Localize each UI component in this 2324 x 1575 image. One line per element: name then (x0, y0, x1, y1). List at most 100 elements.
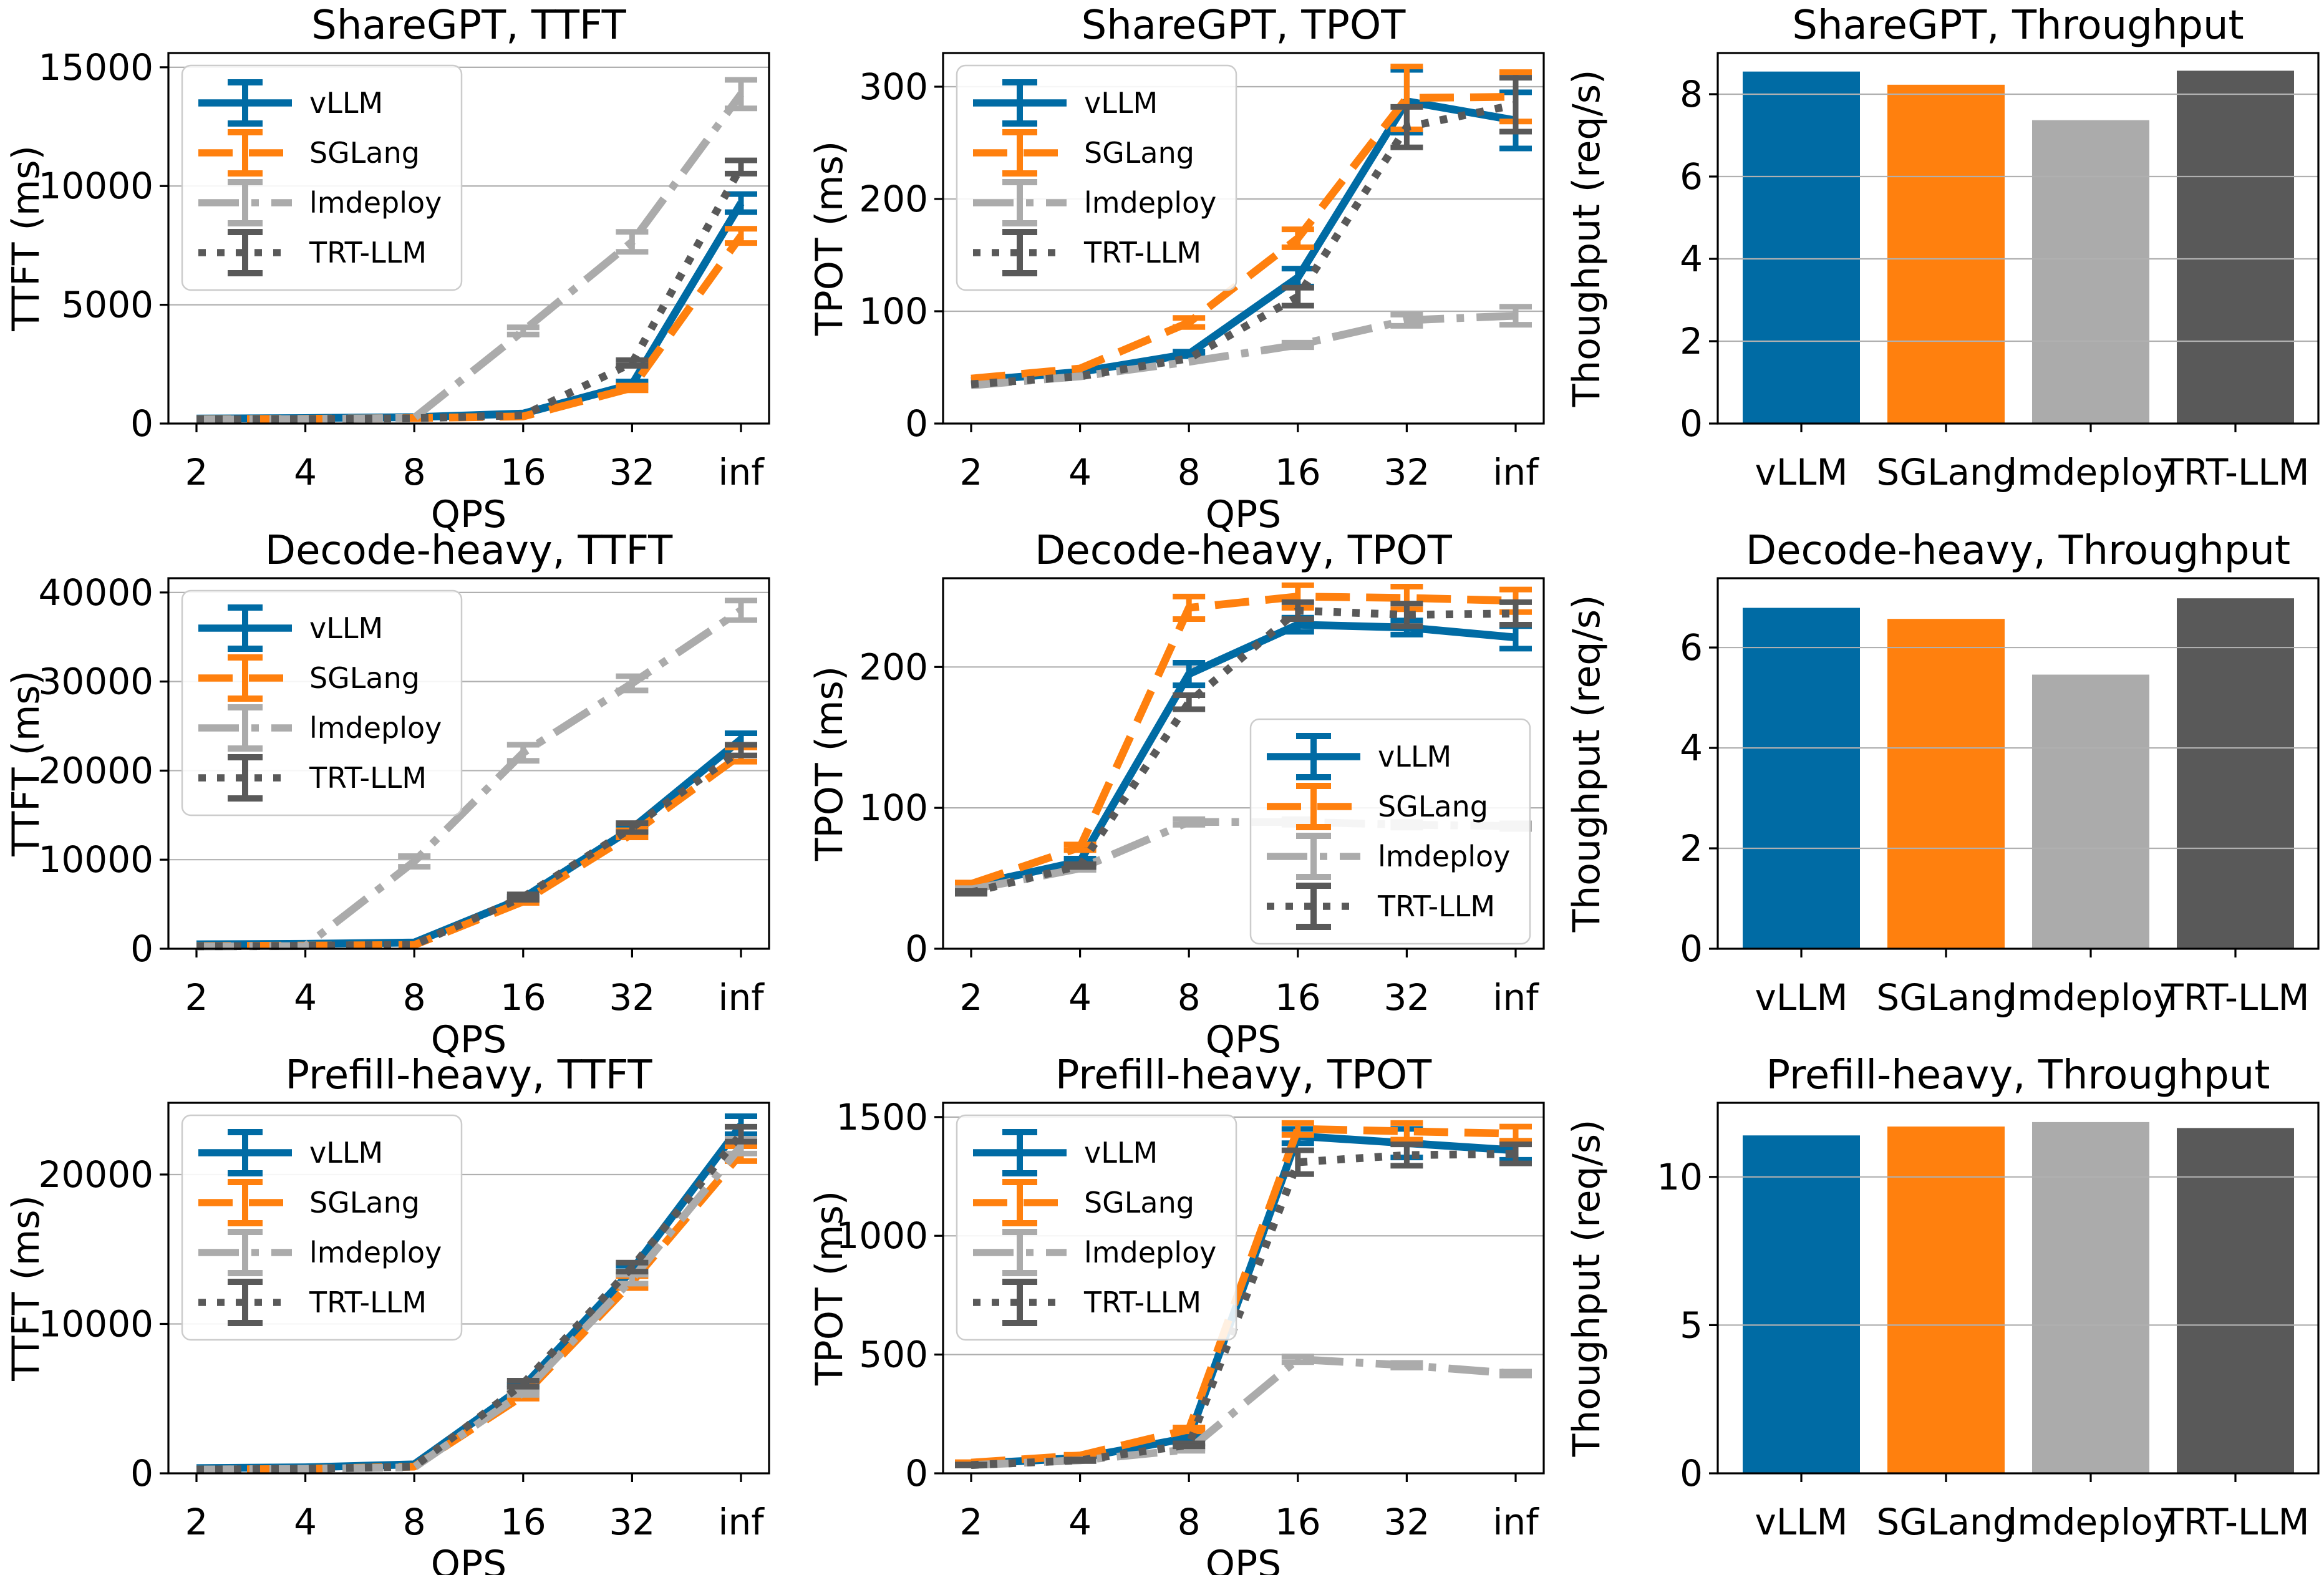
subplot-decode-heavy-throughput: Decode-heavy, Throughput Thoughput (req/s… (1549, 525, 2324, 1050)
series-lmdeploy (196, 1136, 757, 1474)
bar-lmdeploy (2031, 120, 2149, 424)
series-TRT-LLM (196, 742, 757, 950)
y-tick-label: 1000 (836, 1215, 928, 1258)
y-tick-label: 0 (1680, 402, 1703, 445)
x-tick-label: 16 (1275, 1501, 1321, 1543)
series-line-lmdeploy (971, 311, 1516, 390)
y-tick-label: 5 (1680, 1304, 1703, 1347)
subplot-sharegpt-throughput: ShareGPT, Throughput Thoughput (req/s) 0 2 4… (1549, 0, 2324, 525)
legend: vLLM SGLang lmdeploy TRT-LLM (956, 64, 1237, 291)
x-tick-label: 8 (1178, 976, 1201, 1019)
series-lmdeploy (196, 77, 757, 424)
legend-label: lmdeploy (1084, 186, 1216, 220)
plot-border (167, 577, 770, 950)
x-tick-label: 2 (960, 1501, 983, 1543)
x-tick-label: 16 (1275, 976, 1321, 1019)
x-tick-label: 8 (1178, 1501, 1201, 1543)
y-tick-label: 20000 (39, 1153, 153, 1196)
y-tick-label: 100 (859, 290, 928, 332)
legend-label: vLLM (1084, 86, 1158, 120)
series-line-vLLM (970, 620, 1516, 889)
x-axis-label: QPS (1206, 493, 1281, 536)
x-tick-label: 2 (185, 976, 208, 1019)
y-axis-label: TTFT (ms) (4, 145, 48, 332)
x-tick-label: 16 (500, 976, 546, 1019)
chart-prefill-heavy-throughput: Prefill-heavy, Throughput Thoughput (req/… (1565, 1052, 2320, 1543)
series-line-SGLang (971, 1125, 1516, 1467)
x-tick-label: vLLM (1755, 976, 1848, 1019)
legend-label: TRT-LLM (309, 236, 427, 269)
chart-title: Prefill-heavy, TTFT (285, 1052, 652, 1098)
x-tick-label: 8 (1178, 451, 1201, 493)
x-tick-label: 32 (1384, 976, 1430, 1019)
legend-label: SGLang (309, 661, 420, 695)
chart-decode-heavy-throughput: Decode-heavy, Throughput Thoughput (req/s… (1565, 528, 2320, 1019)
y-tick-label: 20000 (39, 749, 153, 792)
chart-sharegpt-tpot: ShareGPT, TPOT TPOT (ms) 0 100 200 300 2 4 8 16 32… (808, 2, 1545, 536)
legend-label: vLLM (309, 611, 383, 645)
plot-border (167, 1102, 770, 1475)
series-TRT-LLM (971, 75, 1532, 389)
bar-TRT-LLM (2176, 70, 2294, 424)
legend-label: SGLang (309, 136, 420, 170)
series-SGLang (196, 226, 757, 424)
legend-label: SGLang (1084, 1186, 1194, 1219)
subplot-prefill-heavy-throughput: Prefill-heavy, Throughput Thoughput (req/… (1549, 1050, 2324, 1575)
x-tick-label: SGLang (1876, 451, 2015, 493)
y-tick-label: 2 (1680, 320, 1703, 362)
x-axis-label: QPS (1206, 1543, 1281, 1575)
chart-decode-heavy-ttft: Decode-heavy, TTFT TTFT (ms) 0 10000 20000 30… (4, 528, 770, 1062)
bar-lmdeploy (2031, 674, 2149, 949)
series-TRT-LLM (955, 599, 1532, 897)
series-line-lmdeploy (196, 1143, 744, 1474)
series-line-TRT-LLM (970, 606, 1516, 896)
legend-label: lmdeploy (309, 186, 442, 220)
y-tick-label: 30000 (39, 660, 153, 702)
x-tick-label: lmdeploy (2007, 1501, 2174, 1543)
series-line-TRT-LLM (971, 100, 1517, 389)
legend: vLLM SGLang lmdeploy TRT-LLM (181, 64, 463, 291)
x-tick-label: inf (718, 976, 765, 1019)
legend-label: TRT-LLM (309, 1286, 427, 1319)
x-axis-label: QPS (431, 493, 506, 536)
bar-vLLM (1743, 1135, 1861, 1474)
x-tick-label: 8 (403, 1501, 426, 1543)
chart-prefill-heavy-ttft: Prefill-heavy, TTFT TTFT (ms) 0 10000 20000 2… (4, 1052, 770, 1575)
y-tick-label: 1500 (836, 1096, 928, 1138)
legend-label: SGLang (1378, 790, 1488, 823)
series-line-SGLang (196, 233, 745, 424)
y-tick-label: 0 (905, 1452, 928, 1495)
bars (1743, 1122, 2294, 1474)
x-tick-label: SGLang (1876, 976, 2015, 1019)
y-axis-label: TPOT (ms) (808, 666, 851, 861)
x-axis-label: QPS (1206, 1018, 1281, 1062)
y-axis-label: Thoughput (req/s) (1565, 594, 1609, 933)
x-tick-label: inf (1493, 1501, 1539, 1543)
series-line-lmdeploy (196, 606, 743, 951)
subplot-sharegpt-tpot: ShareGPT, TPOT TPOT (ms) 0 100 200 300 2 4 8 16 32… (775, 0, 1549, 536)
x-tick-label: 32 (609, 976, 655, 1019)
gridlines (1718, 93, 2318, 342)
y-axis-label: TTFT (ms) (4, 1195, 48, 1382)
x-tick-label: 16 (500, 1501, 546, 1543)
chart-decode-heavy-tpot: Decode-heavy, TPOT TPOT (ms) 0 100 200 2 4 8 16 3… (808, 528, 1545, 1062)
x-tick-label: TRT-LLM (2161, 976, 2309, 1019)
y-tick-label: 10 (1657, 1156, 1703, 1198)
legend-label: TRT-LLM (1083, 1286, 1201, 1319)
chart-title: Decode-heavy, TTFT (265, 528, 673, 574)
y-tick-label: 10000 (39, 838, 153, 881)
legend-label: vLLM (309, 1136, 383, 1170)
chart-sharegpt-throughput: ShareGPT, Throughput Thoughput (req/s) 0 2 4… (1565, 2, 2320, 493)
x-tick-label: 8 (403, 451, 426, 493)
y-tick-label: 6 (1680, 155, 1703, 198)
bar-SGLang (1887, 618, 2005, 949)
plot-border (1716, 52, 2320, 425)
bar-vLLM (1743, 608, 1861, 949)
x-tick-label: 32 (1384, 451, 1430, 493)
y-tick-label: 200 (859, 646, 928, 688)
series-line-lmdeploy (196, 92, 745, 424)
y-tick-label: 10000 (39, 1303, 153, 1345)
y-tick-label: 0 (905, 928, 928, 970)
legend-label: SGLang (309, 1186, 420, 1219)
x-tick-label: SGLang (1876, 1501, 2015, 1543)
